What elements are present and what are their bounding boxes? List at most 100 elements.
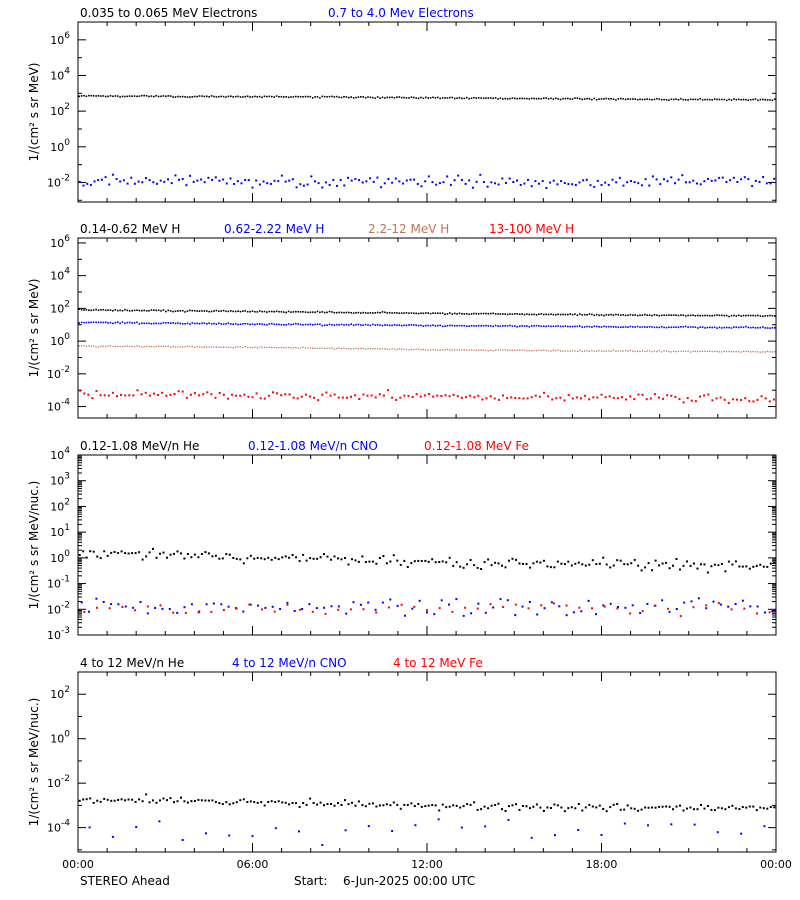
data-point: [480, 808, 483, 811]
data-point: [277, 180, 280, 183]
data-point: [79, 389, 82, 392]
data-point: [458, 312, 461, 315]
data-point: [290, 323, 292, 326]
data-point: [656, 314, 658, 316]
data-point: [402, 182, 405, 185]
data-point: [714, 179, 717, 182]
data-point: [522, 562, 524, 565]
data-point: [387, 178, 390, 180]
data-point: [419, 395, 422, 398]
data-point: [507, 818, 510, 821]
data-point: [756, 398, 759, 401]
data-point: [705, 607, 708, 610]
data-point: [120, 394, 123, 396]
data-point: [752, 314, 754, 317]
data-point: [612, 326, 615, 328]
data-point: [603, 325, 605, 328]
data-point: [221, 803, 224, 805]
data-point: [258, 95, 261, 98]
data-point: [675, 326, 677, 328]
data-point: [689, 806, 692, 809]
data-point: [170, 346, 172, 348]
data-point: [247, 395, 250, 398]
data-point: [321, 324, 324, 327]
data-point: [740, 178, 743, 181]
data-point: [662, 397, 665, 400]
data-point: [244, 179, 247, 181]
data-point: [278, 323, 280, 326]
data-point: [732, 176, 735, 179]
data-point: [274, 827, 277, 830]
data-point: [757, 327, 759, 329]
data-point: [595, 613, 597, 616]
data-point: [129, 345, 131, 348]
data-point: [694, 315, 697, 317]
data-point: [275, 310, 278, 313]
legend-entry: 2.2-12 MeV H: [368, 222, 449, 236]
data-point: [193, 322, 196, 325]
data-point: [448, 603, 450, 606]
data-point: [658, 564, 661, 567]
data-point: [446, 97, 449, 99]
data-point: [543, 349, 545, 351]
data-point: [275, 347, 278, 349]
data-point: [724, 808, 727, 811]
data-point: [304, 323, 307, 326]
data-point: [117, 603, 120, 606]
data-point: [586, 325, 588, 328]
data-point: [731, 398, 734, 401]
data-point: [271, 310, 273, 313]
data-point: [261, 96, 263, 99]
data-point: [622, 184, 625, 187]
data-point: [362, 393, 365, 396]
data-point: [177, 322, 179, 324]
data-point: [326, 324, 328, 326]
data-point: [490, 564, 493, 567]
data-point: [468, 325, 470, 327]
data-point: [684, 99, 687, 101]
data-point: [153, 322, 155, 325]
data-point: [415, 393, 418, 396]
data-point: [148, 322, 150, 325]
data-point: [550, 601, 553, 604]
data-point: [297, 323, 299, 325]
y-tick-label: 10-2: [47, 365, 70, 381]
data-point: [415, 348, 417, 350]
data-point: [581, 563, 584, 566]
data-point: [401, 348, 403, 350]
data-point: [251, 96, 254, 98]
data-point: [415, 324, 417, 327]
data-point: [179, 310, 182, 312]
data-point: [701, 326, 704, 328]
data-point: [556, 804, 559, 807]
data-point: [473, 396, 476, 399]
data-point: [208, 346, 210, 348]
data-point: [701, 99, 704, 101]
data-point: [112, 345, 114, 348]
data-point: [232, 557, 235, 559]
data-point: [574, 807, 577, 810]
data-point: [159, 604, 162, 607]
data-point: [138, 551, 141, 554]
data-point: [588, 98, 591, 100]
data-point: [304, 393, 307, 396]
data-point: [465, 313, 468, 315]
data-point: [501, 808, 503, 811]
data-point: [391, 396, 394, 399]
data-point: [730, 351, 733, 353]
data-point: [124, 605, 127, 608]
data-point: [542, 313, 545, 316]
data-point: [684, 315, 687, 317]
data-point: [663, 98, 665, 101]
data-point: [218, 95, 220, 98]
data-point: [258, 323, 261, 325]
data-point: [455, 561, 458, 564]
data-point: [347, 803, 350, 806]
data-point: [319, 347, 321, 350]
data-point: [603, 98, 605, 100]
data-point: [159, 799, 161, 802]
data-point: [314, 180, 316, 183]
data-point: [90, 345, 92, 347]
data-point: [725, 314, 728, 317]
data-point: [515, 803, 517, 806]
